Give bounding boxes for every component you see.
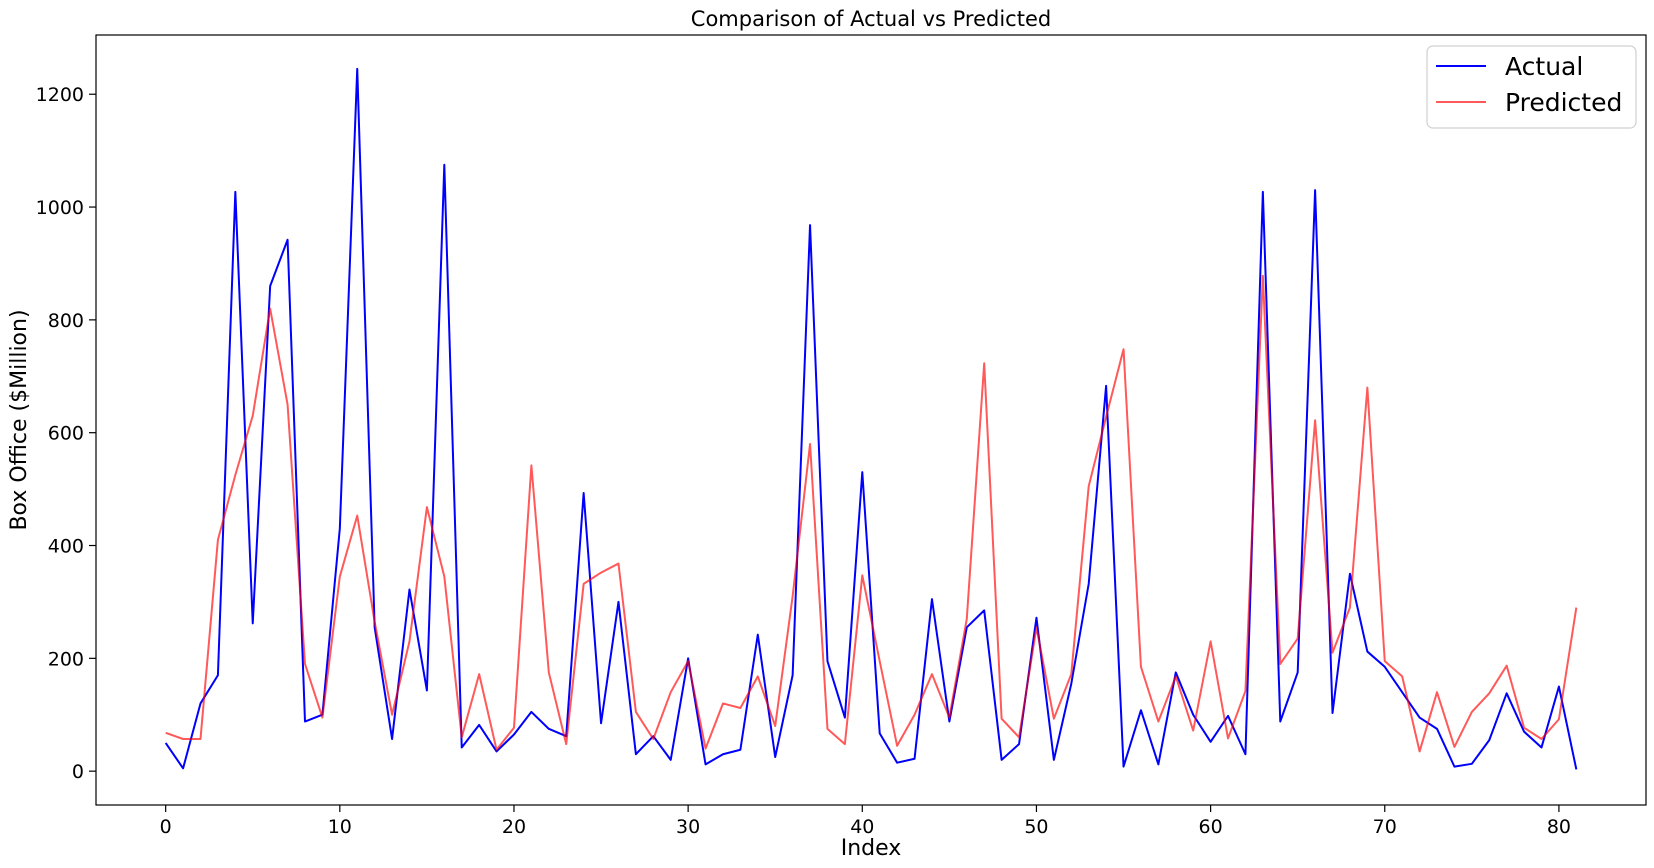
x-axis-label: Index: [841, 836, 902, 861]
x-tick-label: 60: [1199, 816, 1223, 838]
x-tick-label: 20: [502, 816, 526, 838]
y-tick-label: 400: [48, 536, 84, 558]
plot-background: [96, 35, 1646, 805]
y-tick-label: 1000: [36, 197, 84, 219]
y-tick-label: 600: [48, 423, 84, 445]
y-tick-label: 200: [48, 648, 84, 670]
y-tick-label: 800: [48, 310, 84, 332]
x-tick-label: 0: [160, 816, 172, 838]
y-axis-label: Box Office ($Million): [7, 309, 32, 530]
x-tick-label: 50: [1024, 816, 1048, 838]
y-axis-ticks: 0 200 400 600 800 1000 1200: [36, 84, 96, 783]
x-tick-label: 70: [1373, 816, 1397, 838]
series-line-actual: [164, 67, 1578, 770]
legend-label-predicted: Predicted: [1505, 88, 1622, 117]
x-tick-label: 80: [1547, 816, 1571, 838]
legend: Actual Predicted: [1426, 45, 1637, 129]
x-tick-label: 40: [850, 816, 874, 838]
x-axis-ticks: 0 10 20 30 40 50 60 70 80: [160, 805, 1571, 838]
y-tick-label: 1200: [36, 84, 84, 106]
chart-title: Comparison of Actual vs Predicted: [691, 7, 1051, 31]
y-tick-label: 0: [72, 761, 84, 783]
series-line-predicted: [165, 274, 1578, 753]
legend-label-actual: Actual: [1505, 52, 1583, 81]
x-tick-label: 30: [676, 816, 700, 838]
plot-frame: [95, 34, 1647, 806]
series-lines: [164, 67, 1578, 770]
x-tick-label: 10: [328, 816, 352, 838]
